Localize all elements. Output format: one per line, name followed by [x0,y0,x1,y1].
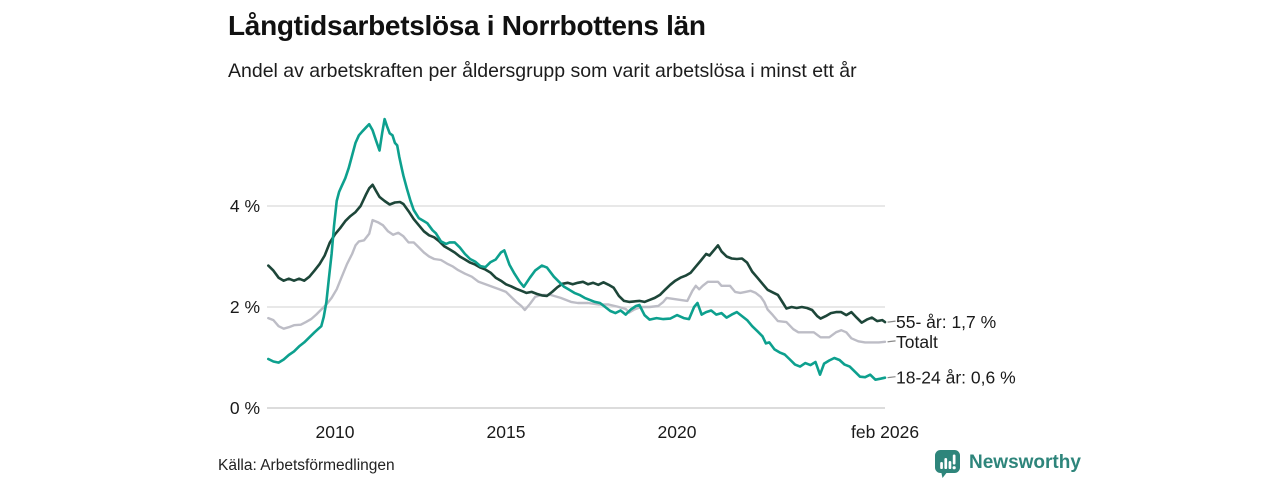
series-end-label-55- år: 55- år: 1,7 % [896,312,996,332]
page-subtitle: Andel av arbetskraften per åldersgrupp s… [228,60,857,82]
label-connector [887,376,896,379]
y-tick-label: 0 % [230,398,260,418]
newsworthy-wordmark: Newsworthy [969,452,1081,473]
page-title: Långtidsarbetslösa i Norrbottens län [228,10,706,41]
series-line-55- år [266,183,887,325]
label-connector [887,320,896,323]
newsworthy-bubble-chart-icon [935,450,960,478]
x-tick-label: 2015 [487,422,526,442]
series-end-label-18-24 år: 18-24 år: 0,6 % [896,368,1016,388]
series-line-Totalt [267,218,887,344]
series-line-18-24 år [266,117,887,382]
x-tick-label: feb 2026 [851,422,919,442]
newsworthy-logo[interactable]: Newsworthy [933,448,1081,478]
series-end-label-Totalt: Totalt [896,332,938,352]
x-tick-label: 2020 [658,422,697,442]
label-connector [887,340,896,343]
y-tick-label: 2 % [230,297,260,317]
x-tick-label: 2010 [316,422,355,442]
source-note: Källa: Arbetsförmedlingen [218,457,395,474]
y-tick-label: 4 % [230,196,260,216]
